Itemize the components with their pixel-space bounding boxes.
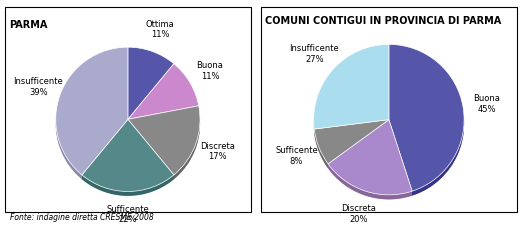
Polygon shape (174, 116, 200, 179)
Wedge shape (128, 51, 174, 124)
Text: Insufficente
27%: Insufficente 27% (290, 44, 339, 64)
Text: Discreta
17%: Discreta 17% (200, 142, 235, 161)
Polygon shape (314, 120, 389, 134)
Wedge shape (389, 44, 464, 191)
Wedge shape (328, 124, 412, 199)
Polygon shape (128, 119, 174, 179)
Text: Discreta
20%: Discreta 20% (341, 204, 376, 224)
Wedge shape (128, 110, 200, 179)
Polygon shape (128, 119, 174, 179)
Polygon shape (389, 120, 412, 196)
Wedge shape (314, 124, 389, 168)
Wedge shape (389, 49, 464, 196)
Text: Sufficente
22%: Sufficente 22% (106, 205, 149, 224)
Polygon shape (82, 119, 128, 179)
Polygon shape (56, 116, 82, 179)
Wedge shape (328, 120, 412, 195)
Text: Insufficente
39%: Insufficente 39% (14, 77, 63, 97)
Text: Sufficente
8%: Sufficente 8% (275, 147, 318, 166)
Wedge shape (56, 51, 128, 179)
Wedge shape (82, 124, 174, 196)
Polygon shape (328, 120, 389, 168)
Polygon shape (328, 120, 389, 168)
Polygon shape (82, 175, 174, 196)
Text: Fonte: indagine diretta CRESME 2008: Fonte: indagine diretta CRESME 2008 (10, 213, 154, 222)
Polygon shape (314, 120, 389, 134)
Text: COMUNI CONTIGUI IN PROVINCIA DI PARMA: COMUNI CONTIGUI IN PROVINCIA DI PARMA (265, 16, 501, 26)
Wedge shape (82, 119, 174, 191)
Wedge shape (56, 47, 128, 175)
Wedge shape (128, 64, 199, 119)
Text: PARMA: PARMA (9, 20, 47, 30)
Wedge shape (128, 68, 199, 124)
Wedge shape (314, 49, 389, 134)
Polygon shape (389, 120, 412, 196)
Polygon shape (82, 119, 128, 179)
Wedge shape (314, 44, 389, 129)
Text: Ottima
11%: Ottima 11% (146, 20, 174, 39)
Wedge shape (128, 106, 200, 175)
Text: Buona
11%: Buona 11% (196, 61, 223, 80)
Polygon shape (314, 129, 328, 168)
Wedge shape (314, 120, 389, 164)
Text: Buona
45%: Buona 45% (473, 94, 501, 114)
Wedge shape (128, 47, 174, 119)
Polygon shape (412, 119, 464, 196)
Polygon shape (328, 164, 412, 199)
